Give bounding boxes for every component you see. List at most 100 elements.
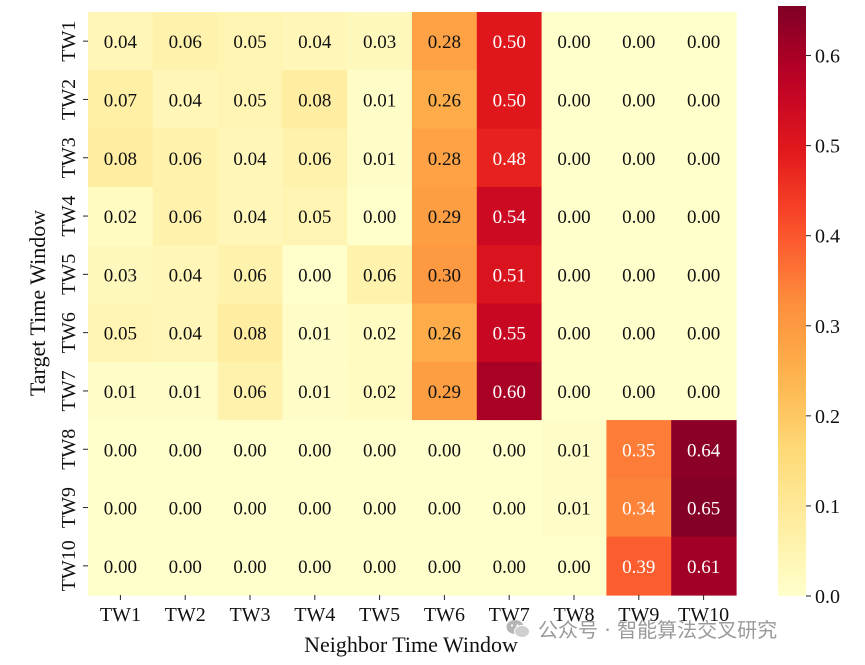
heatmap-cell bbox=[671, 361, 737, 421]
heatmap-cells bbox=[88, 12, 737, 596]
heatmap-cell bbox=[88, 128, 154, 188]
heatmap-cell bbox=[217, 361, 283, 421]
cell-value-label: 0.01 bbox=[104, 382, 137, 403]
heatmap-cell bbox=[152, 361, 219, 421]
x-tick-label: TW9 bbox=[618, 604, 659, 626]
cell-value-label: 0.00 bbox=[493, 557, 526, 578]
heatmap-cell bbox=[347, 128, 413, 188]
cell-value-label: 0.01 bbox=[557, 499, 590, 520]
heatmap-cell bbox=[282, 245, 348, 305]
cell-value-label: 0.04 bbox=[169, 324, 203, 345]
cell-value-label: 0.28 bbox=[428, 149, 461, 170]
cell-value-label: 0.02 bbox=[363, 324, 396, 345]
heatmap-cell bbox=[541, 128, 607, 188]
cell-value-label: 0.48 bbox=[493, 149, 526, 170]
heatmap-cell bbox=[476, 12, 543, 71]
colorbar-tick-label: 0.3 bbox=[815, 316, 840, 338]
cell-value-label: 0.51 bbox=[493, 265, 526, 286]
heatmap-cell bbox=[347, 361, 413, 421]
heatmap-cell bbox=[412, 245, 478, 305]
cell-value-label: 0.00 bbox=[428, 557, 461, 578]
cell-value-label: 0.26 bbox=[428, 324, 461, 345]
y-tick-label: TW3 bbox=[58, 137, 80, 178]
cell-value-label: 0.00 bbox=[169, 440, 202, 461]
heatmap-cell bbox=[606, 420, 672, 479]
x-axis-ticks: TW1 TW2 TW3 TW4 TW5 TW6 TW7 TW8 TW9 TW10 bbox=[100, 595, 729, 626]
heatmap-cell bbox=[88, 361, 154, 421]
heatmap-cell bbox=[541, 186, 607, 246]
cell-value-label: 0.00 bbox=[104, 499, 137, 520]
cell-value-label: 0.08 bbox=[233, 324, 266, 345]
x-tick-label: TW10 bbox=[678, 604, 729, 626]
cell-value-label: 0.00 bbox=[557, 149, 590, 170]
cell-value-label: 0.00 bbox=[557, 207, 590, 228]
heatmap-cell bbox=[217, 12, 283, 71]
cell-value-label: 0.29 bbox=[428, 207, 461, 228]
heatmap-cell bbox=[152, 70, 219, 130]
heatmap-cell bbox=[606, 536, 672, 596]
cell-value-label: 0.04 bbox=[233, 149, 267, 170]
cell-value-label: 0.00 bbox=[363, 499, 396, 520]
heatmap-cell bbox=[606, 478, 672, 538]
cell-value-label: 0.02 bbox=[104, 207, 137, 228]
cell-value-label: 0.06 bbox=[298, 149, 331, 170]
heatmap-cell bbox=[541, 478, 607, 538]
cell-value-label: 0.00 bbox=[428, 499, 461, 520]
cell-value-label: 0.06 bbox=[233, 382, 266, 403]
cell-value-label: 0.00 bbox=[687, 32, 720, 53]
cell-value-label: 0.04 bbox=[104, 32, 138, 53]
cell-value-label: 0.04 bbox=[169, 90, 203, 111]
cell-value-label: 0.01 bbox=[363, 149, 396, 170]
cell-value-label: 0.00 bbox=[687, 207, 720, 228]
colorbar-tick-label: 0.5 bbox=[815, 136, 840, 158]
cell-value-label: 0.04 bbox=[169, 265, 203, 286]
cell-value-labels: 0.04 0.06 0.05 0.04 0.03 0.28 0.50 0.00 0.00 0.00… bbox=[104, 32, 721, 578]
heatmap-cell bbox=[412, 303, 478, 363]
heatmap-cell bbox=[282, 303, 348, 363]
heatmap-cell bbox=[412, 12, 478, 71]
y-tick-label: TW7 bbox=[58, 370, 80, 411]
cell-value-label: 0.06 bbox=[169, 207, 202, 228]
cell-value-label: 0.50 bbox=[493, 90, 526, 111]
heatmap-cell bbox=[671, 303, 737, 363]
cell-value-label: 0.06 bbox=[169, 32, 202, 53]
heatmap-cell bbox=[88, 186, 154, 246]
heatmap-cell bbox=[671, 70, 737, 130]
heatmap-cell bbox=[541, 245, 607, 305]
heatmap-cell bbox=[152, 478, 219, 538]
heatmap-cell bbox=[217, 245, 283, 305]
heatmap-cell bbox=[282, 186, 348, 246]
heatmap-cell bbox=[606, 186, 672, 246]
cell-value-label: 0.00 bbox=[687, 265, 720, 286]
heatmap-cell bbox=[476, 186, 543, 246]
cell-value-label: 0.65 bbox=[687, 499, 720, 520]
colorbar-tick-label: 0.6 bbox=[815, 46, 840, 68]
heatmap-cell bbox=[476, 303, 543, 363]
cell-value-label: 0.00 bbox=[298, 499, 331, 520]
heatmap-cell bbox=[282, 128, 348, 188]
cell-value-label: 0.55 bbox=[493, 324, 526, 345]
heatmap-cell bbox=[347, 303, 413, 363]
heatmap-cell bbox=[606, 70, 672, 130]
cell-value-label: 0.39 bbox=[622, 557, 655, 578]
cell-value-label: 0.01 bbox=[557, 440, 590, 461]
cell-value-label: 0.00 bbox=[233, 557, 266, 578]
heatmap-cell bbox=[347, 478, 413, 538]
cell-value-label: 0.26 bbox=[428, 90, 461, 111]
cell-value-label: 0.01 bbox=[169, 382, 202, 403]
cell-value-label: 0.01 bbox=[298, 382, 331, 403]
heatmap-cell bbox=[606, 12, 672, 71]
cell-value-label: 0.34 bbox=[622, 499, 656, 520]
y-tick-label: TW1 bbox=[58, 21, 80, 62]
heatmap-cell bbox=[671, 245, 737, 305]
heatmap-cell bbox=[671, 186, 737, 246]
cell-value-label: 0.00 bbox=[298, 440, 331, 461]
heatmap-cell bbox=[541, 303, 607, 363]
cell-value-label: 0.00 bbox=[298, 557, 331, 578]
heatmap-cell bbox=[606, 128, 672, 188]
heatmap-cell bbox=[347, 186, 413, 246]
y-tick-label: TW2 bbox=[58, 79, 80, 120]
heatmap-cell bbox=[671, 536, 737, 596]
y-tick-label: TW9 bbox=[58, 487, 80, 528]
